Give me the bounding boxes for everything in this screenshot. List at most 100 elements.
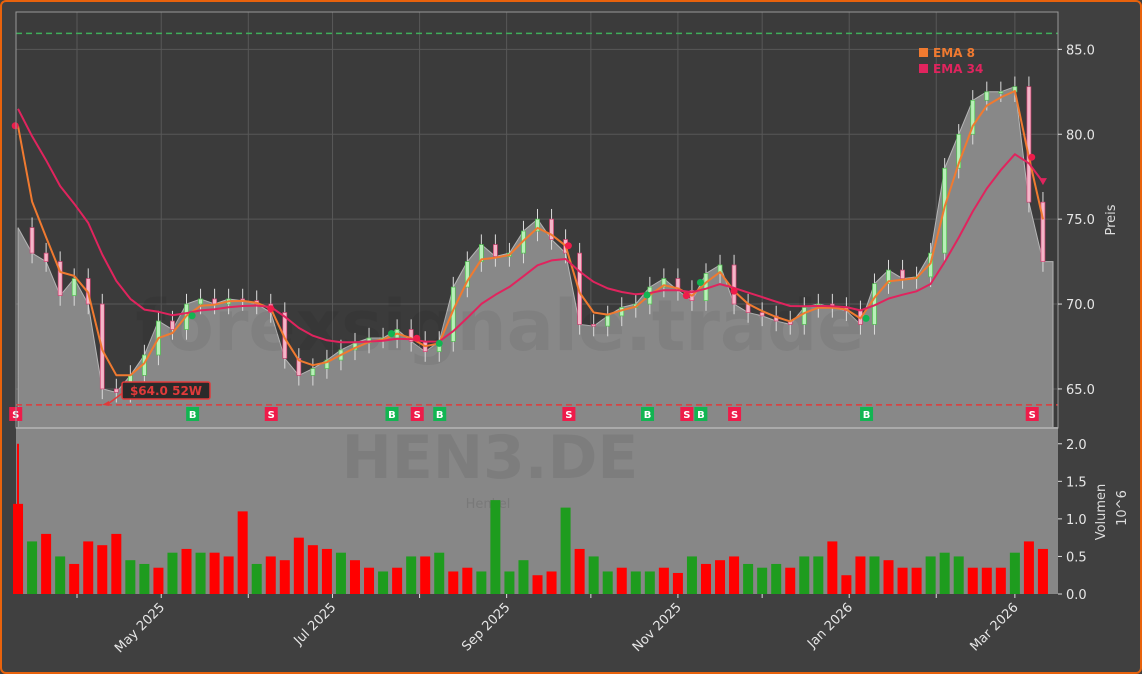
volume-bar <box>321 548 332 594</box>
crossover-dot <box>682 292 690 300</box>
volume-bar <box>335 552 346 594</box>
volume-bar <box>69 563 80 594</box>
candle <box>29 217 35 264</box>
candle <box>759 302 765 327</box>
volume-bar <box>476 571 487 594</box>
signal-label: S <box>268 410 275 421</box>
volume-bar <box>153 567 164 594</box>
price-tick-label: 65.0 <box>1066 383 1095 398</box>
ema-line-34 <box>17 108 1044 344</box>
candle <box>956 124 962 179</box>
candle-body <box>296 358 302 376</box>
candle-body <box>731 264 737 305</box>
volume-bar <box>995 567 1006 594</box>
candle-body <box>310 368 316 376</box>
signal-label: S <box>1029 410 1036 421</box>
volume-bar <box>448 571 459 594</box>
volume-bar <box>658 567 669 594</box>
candle-body <box>759 312 765 317</box>
volume-bar <box>715 560 726 594</box>
signal-label: B <box>388 410 396 421</box>
ticker-watermark: HEN3.DE <box>342 423 639 493</box>
volume-bar <box>616 567 627 594</box>
crossover-dot <box>267 305 275 313</box>
volume-bar <box>911 567 922 594</box>
volume-bar <box>1009 552 1020 594</box>
last-price-marker <box>1038 178 1047 186</box>
volume-bar <box>841 575 852 594</box>
candle-body <box>71 278 77 296</box>
volume-bar <box>602 571 613 594</box>
candle-body <box>956 133 962 169</box>
volume-bar <box>420 556 431 594</box>
signal-marker-b: B <box>385 407 399 421</box>
candle <box>57 251 63 306</box>
volume-bar <box>490 500 501 594</box>
candle <box>605 305 611 337</box>
volume-bar <box>83 541 94 594</box>
volume-bar <box>729 556 740 594</box>
volume-bar <box>686 556 697 594</box>
candle-body <box>535 218 540 232</box>
candle <box>310 358 316 386</box>
volume-bar <box>813 556 824 594</box>
volume-bar <box>939 552 950 594</box>
candle <box>731 254 737 315</box>
crossover-dot <box>1028 153 1036 161</box>
volume-bar <box>307 545 318 594</box>
volume-bar <box>97 545 108 594</box>
volume-tick-label: 1.5 <box>1066 475 1087 490</box>
candle <box>970 90 976 145</box>
volume-bar <box>265 556 276 594</box>
signal-label: B <box>189 410 197 421</box>
signal-marker-b: B <box>641 407 655 421</box>
candle <box>591 314 597 337</box>
signal-label: S <box>683 410 690 421</box>
price-tick-label: 80.0 <box>1066 128 1095 143</box>
volume-bar <box>897 567 908 594</box>
signal-label: S <box>731 410 738 421</box>
x-tick-label: Sep 2025 <box>459 600 513 654</box>
candle <box>324 349 330 379</box>
candle-body <box>113 388 119 393</box>
volume-bar <box>799 556 810 594</box>
candle <box>801 297 807 335</box>
candle-body <box>970 99 976 135</box>
volume-bar <box>434 552 445 594</box>
signal-badge <box>264 407 278 421</box>
candle <box>408 319 414 352</box>
signal-marker-b: B <box>860 407 874 421</box>
crossover-dot <box>413 334 421 342</box>
volume-bar <box>757 567 768 594</box>
candle-body <box>479 244 484 262</box>
crossover-dot <box>564 242 572 250</box>
candle <box>535 208 540 242</box>
candle-body <box>801 307 807 325</box>
volume-bar <box>139 563 150 594</box>
volume-bar <box>518 560 529 594</box>
signal-label: S <box>414 410 421 421</box>
signal-marker-s: S <box>562 407 576 421</box>
candle <box>493 234 498 267</box>
candle-body <box>591 324 597 327</box>
signal-badge <box>860 407 874 421</box>
candle <box>43 242 49 272</box>
legend-swatch <box>919 64 928 73</box>
x-tick-label: May 2025 <box>112 600 168 656</box>
candle-body <box>198 298 203 305</box>
x-tick-label: Jul 2025 <box>291 600 340 649</box>
volume-bar <box>279 560 290 594</box>
volume-tick-label: 0.5 <box>1066 550 1087 565</box>
crossover-dot <box>11 122 19 130</box>
low-label-box <box>121 381 211 400</box>
volume-bar <box>406 556 417 594</box>
volume-bar <box>771 563 782 594</box>
candle-body <box>57 261 63 296</box>
volume-bar <box>364 567 375 594</box>
ema-line-8 <box>17 90 1044 377</box>
volume-bar <box>13 503 24 594</box>
volume-bar <box>827 541 838 594</box>
x-tick-label: Jan 2026 <box>804 600 856 652</box>
volume-bar <box>1023 541 1034 594</box>
